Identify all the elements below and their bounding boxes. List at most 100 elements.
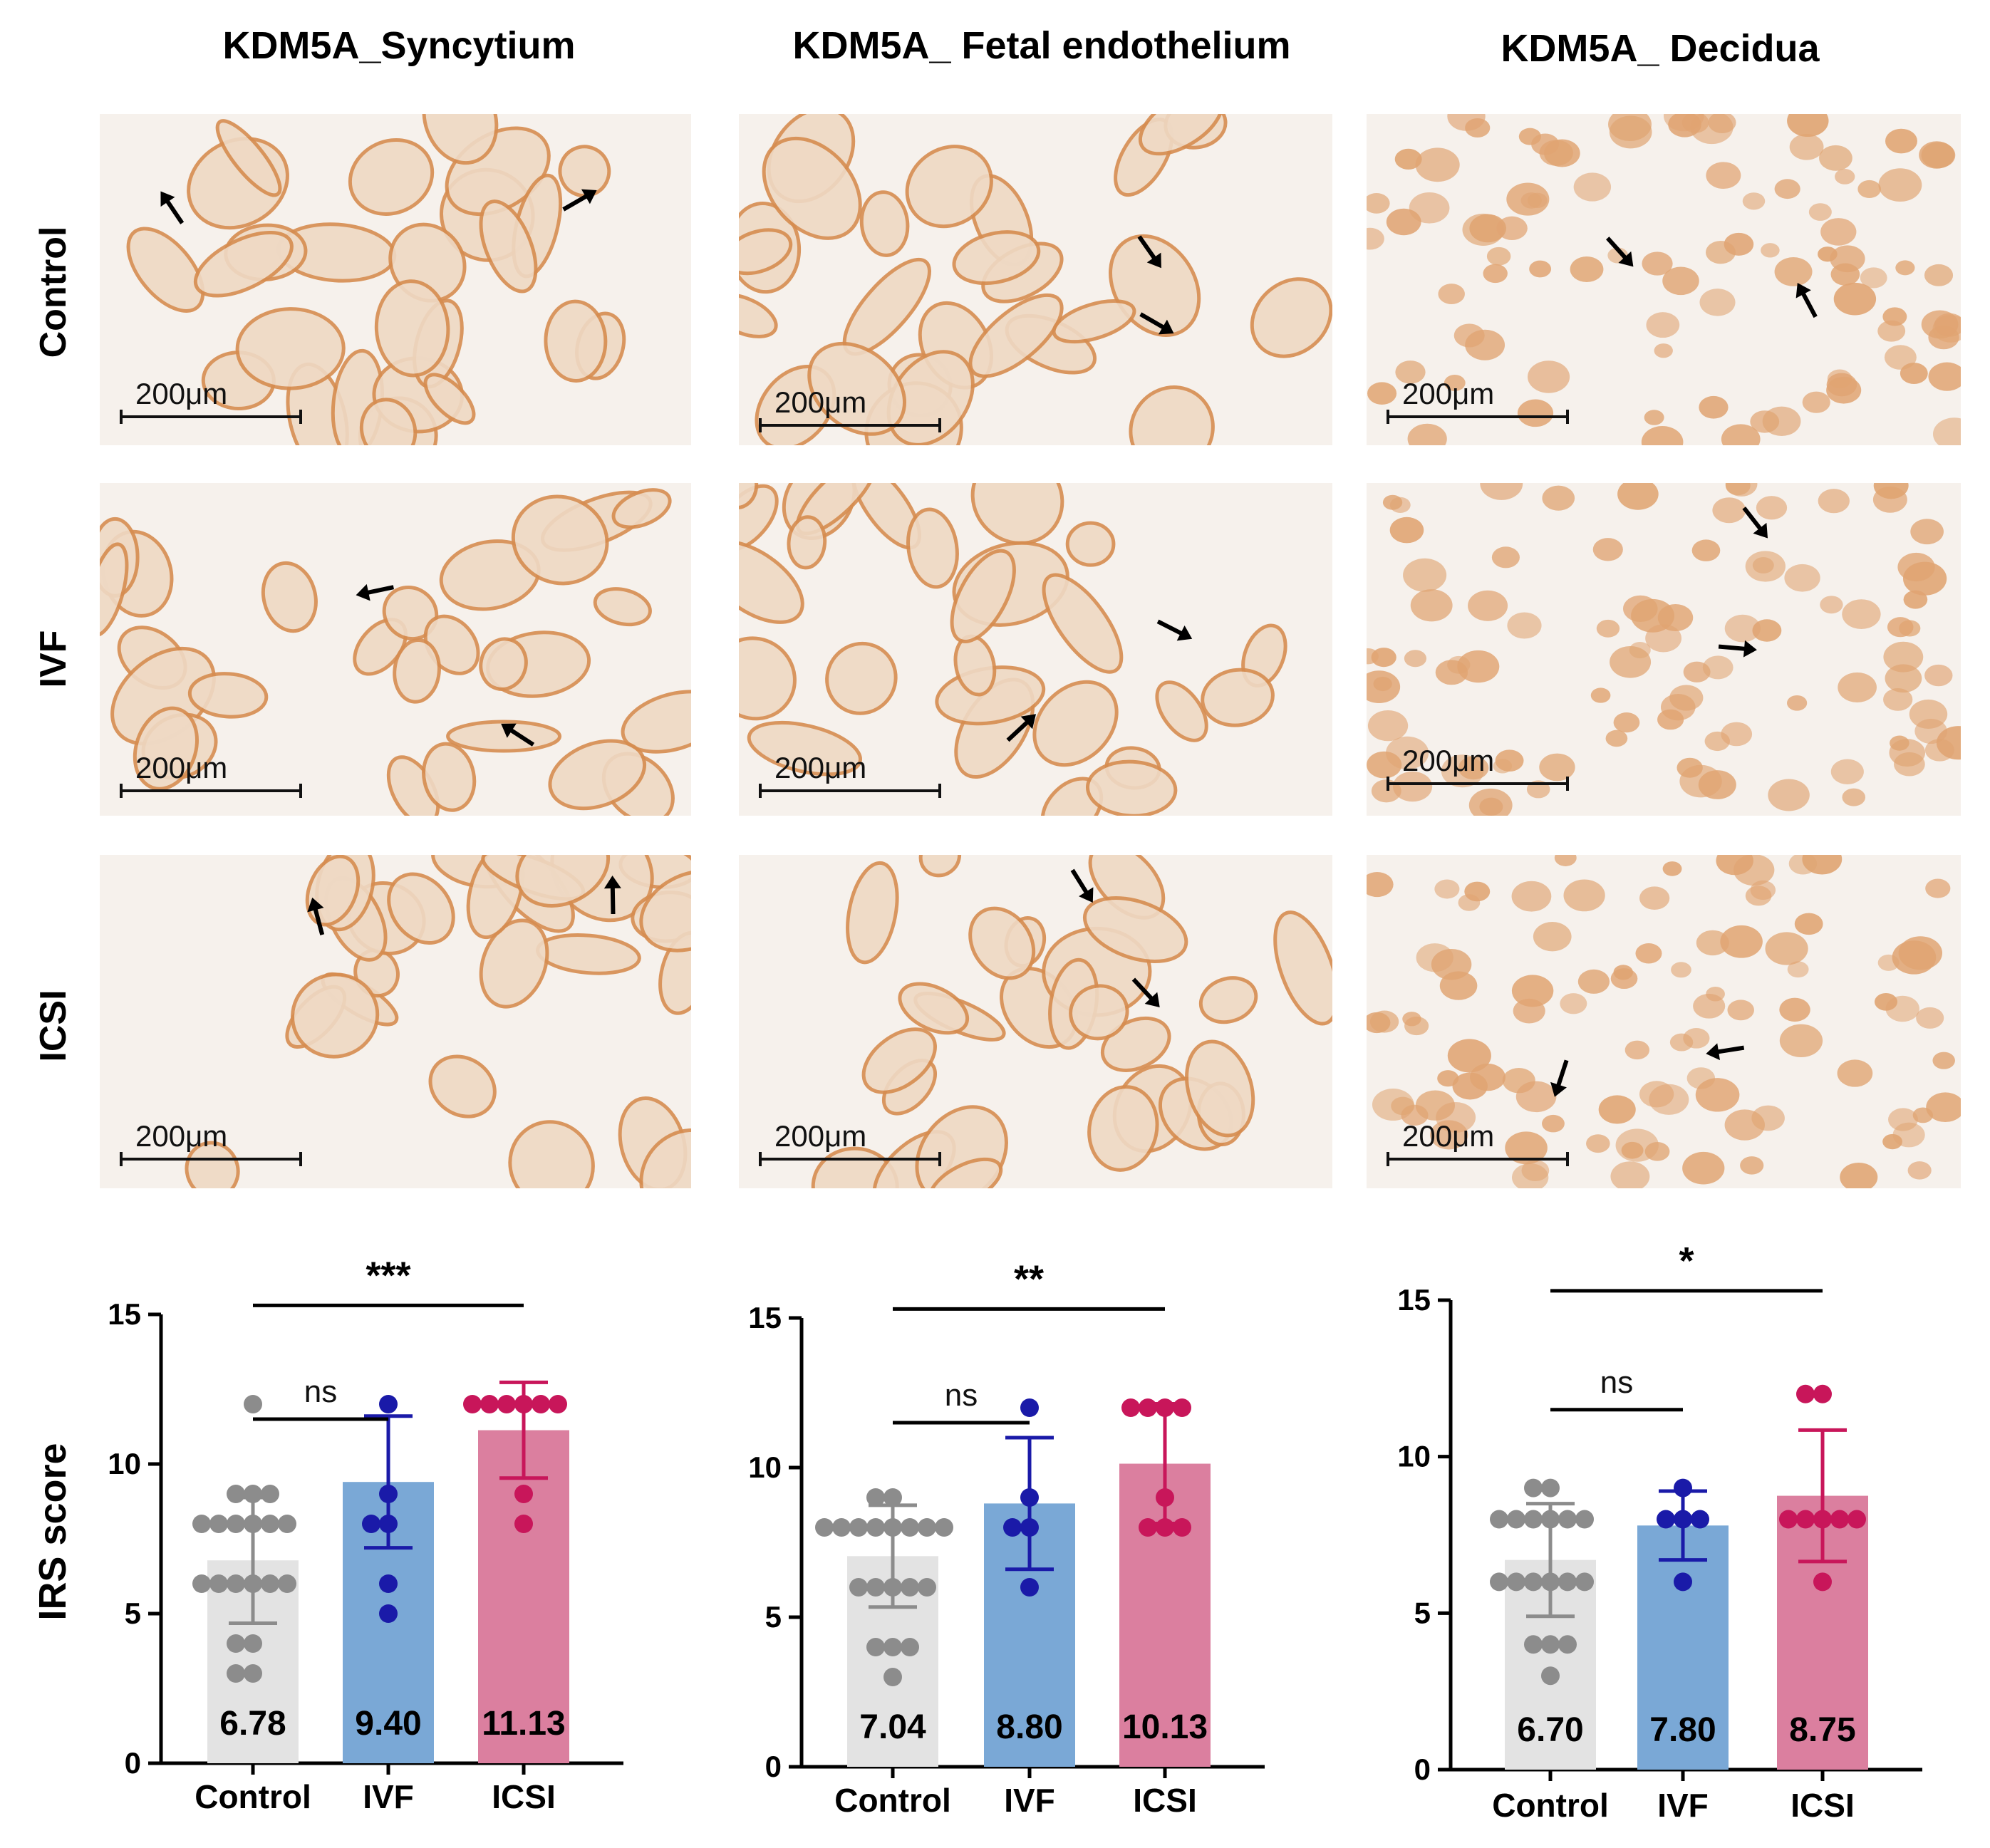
stained-nucleus: [1840, 1163, 1878, 1188]
villus-section: [1155, 680, 1208, 742]
stained-nucleus: [1725, 483, 1758, 497]
stained-nucleus: [1613, 712, 1640, 733]
stained-nucleus: [1702, 655, 1734, 680]
villus-section: [374, 279, 450, 378]
arrow-marker: [1131, 977, 1160, 1008]
stained-nucleus: [1787, 114, 1829, 137]
stained-nucleus: [1403, 558, 1447, 592]
stained-nucleus: [1533, 922, 1572, 952]
stained-nucleus: [1802, 391, 1830, 413]
arrow-marker: [1006, 714, 1037, 742]
stained-nucleus: [1820, 218, 1857, 246]
bar-ivf: [1637, 1525, 1729, 1770]
stained-nucleus: [1833, 282, 1877, 316]
stained-nucleus: [1389, 516, 1424, 544]
villus-section: [739, 483, 759, 509]
data-point: [278, 1515, 296, 1533]
arrow-head: [1743, 640, 1757, 658]
stained-nucleus: [1779, 997, 1810, 1022]
stained-nucleus: [1529, 260, 1552, 278]
stained-nucleus: [1410, 589, 1453, 622]
stained-nucleus: [1542, 1114, 1565, 1133]
significance-label: ***: [366, 1254, 410, 1297]
data-point: [209, 1574, 228, 1593]
data-point: [278, 1574, 296, 1593]
villus-section: [970, 483, 1064, 545]
micrograph-panel: 200μm: [1367, 483, 1961, 816]
stained-nucleus: [1706, 162, 1741, 190]
villus-section: [261, 561, 318, 633]
stained-nucleus: [1394, 148, 1422, 170]
villus-section: [968, 293, 1064, 378]
villus-section: [928, 1157, 1003, 1188]
villus-section: [1082, 896, 1188, 964]
data-point: [1490, 1572, 1508, 1592]
villus-section: [193, 230, 294, 298]
arrow-marker: [1606, 237, 1634, 267]
data-point: [1020, 1578, 1039, 1597]
data-point: [379, 1395, 398, 1413]
x-tick-label: ICSI: [1133, 1782, 1196, 1819]
villus-section: [859, 190, 910, 257]
stained-nucleus: [1788, 855, 1818, 875]
arrow-marker: [562, 189, 597, 212]
data-point: [901, 1638, 919, 1656]
stained-nucleus: [1721, 722, 1753, 747]
villus-section: [187, 672, 269, 719]
stained-nucleus: [1444, 375, 1466, 391]
villus-section: [215, 119, 282, 197]
stained-nucleus: [1933, 417, 1961, 445]
stained-nucleus: [1542, 485, 1575, 511]
y-tick-label: 5: [1414, 1596, 1431, 1629]
significance-label: ns: [304, 1374, 337, 1409]
scale-bar-label: 200μm: [774, 385, 866, 419]
villus-section: [861, 1027, 937, 1094]
arrow-marker: [1139, 312, 1174, 335]
villus-section: [387, 872, 455, 945]
stained-nucleus: [1877, 320, 1906, 342]
arrow-head: [1176, 625, 1193, 641]
arrow-head: [1795, 283, 1811, 299]
bar-value-label: 7.80: [1649, 1711, 1716, 1749]
data-point: [379, 1574, 398, 1593]
arrow-head: [1550, 1081, 1567, 1097]
x-tick-label: Control: [1492, 1787, 1609, 1824]
stained-nucleus: [1671, 962, 1691, 978]
stained-nucleus: [1382, 494, 1403, 510]
arrow-marker: [1742, 507, 1768, 539]
villus-section: [100, 542, 129, 637]
stained-nucleus: [1554, 855, 1577, 866]
villus-section: [639, 1128, 691, 1188]
stained-nucleus: [1765, 932, 1808, 965]
stained-nucleus: [1883, 688, 1913, 711]
stained-nucleus: [1367, 751, 1402, 779]
villus-section: [898, 982, 970, 1035]
stained-nucleus: [1878, 168, 1922, 202]
bar-value-label: 9.40: [355, 1705, 421, 1743]
stained-nucleus: [1544, 139, 1580, 167]
stained-nucleus: [1820, 596, 1843, 614]
villus-section: [1032, 680, 1119, 767]
stained-nucleus: [1842, 599, 1881, 630]
column-title-decidua: KDM5A_ Decidua: [1501, 27, 1820, 70]
y-tick-label: 0: [1414, 1753, 1431, 1786]
significance-label: **: [1014, 1257, 1044, 1300]
stained-nucleus: [1586, 1134, 1610, 1153]
villus-section: [515, 855, 611, 908]
arrow-marker: [1795, 283, 1818, 318]
stained-nucleus: [1371, 648, 1396, 668]
row-label-ivf: IVF: [33, 630, 74, 688]
arrow-marker: [160, 191, 185, 224]
villus-section: [422, 742, 477, 812]
bar-chart: 0 5 10 15 Control 7.04 IVF 8.80 ICSI 10.13 ns **: [748, 1257, 1265, 1819]
data-point: [1524, 1635, 1543, 1654]
stained-nucleus: [1539, 753, 1575, 782]
data-point: [1796, 1510, 1815, 1529]
stained-nucleus: [1898, 936, 1943, 970]
stained-nucleus: [1645, 624, 1682, 653]
data-point: [1796, 1384, 1815, 1403]
stained-nucleus: [1721, 424, 1761, 445]
villus-section: [846, 861, 899, 965]
micrograph-tissue: [739, 114, 1332, 445]
stained-nucleus: [1644, 1142, 1670, 1161]
